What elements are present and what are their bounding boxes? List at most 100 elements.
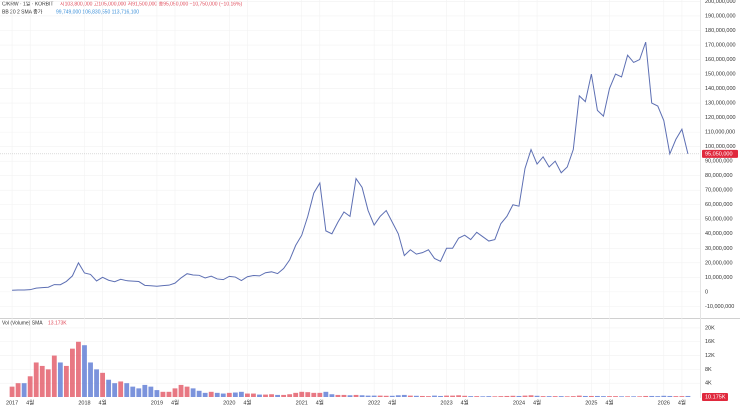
volume-bar bbox=[172, 388, 178, 397]
volume-bar bbox=[522, 395, 528, 397]
volume-bar bbox=[154, 390, 160, 397]
volume-bar bbox=[15, 383, 21, 397]
volume-bar bbox=[281, 394, 287, 397]
volume-bar bbox=[601, 396, 606, 397]
volume-bar bbox=[160, 391, 166, 397]
volume-bar bbox=[667, 395, 673, 397]
volume-bar bbox=[613, 396, 618, 397]
x-tick-label: 2019 bbox=[151, 400, 163, 406]
volume-bar bbox=[39, 365, 45, 397]
volume-bar bbox=[546, 396, 552, 397]
volume-bar bbox=[383, 395, 389, 397]
y-tick-label: 140,000,000 bbox=[705, 86, 736, 92]
volume-bar bbox=[21, 383, 27, 397]
ohlc: 시103,800,000 고105,000,000 저91,500,000 종9… bbox=[60, 0, 242, 7]
x-tick-label: 2023 bbox=[440, 400, 452, 406]
volume-bar bbox=[480, 396, 486, 397]
volume-bar bbox=[88, 362, 93, 397]
volume-bar bbox=[347, 395, 353, 397]
volume-bar bbox=[142, 384, 148, 397]
volume-bar bbox=[395, 395, 401, 397]
volume-bar bbox=[269, 394, 274, 397]
volume-bar bbox=[486, 396, 492, 397]
last-price-label: 95,050,000 bbox=[705, 151, 733, 157]
y-tick-label: 0 bbox=[705, 289, 708, 295]
volume-bar bbox=[582, 395, 588, 397]
volume-bar bbox=[202, 392, 208, 397]
volume-bar bbox=[293, 392, 299, 397]
volume-bar bbox=[57, 362, 63, 397]
volume-bar bbox=[619, 396, 624, 397]
volume-bar bbox=[474, 396, 480, 397]
volume-bar bbox=[287, 394, 293, 397]
volume-bar bbox=[190, 388, 196, 397]
y-tick-label: 90,000,000 bbox=[705, 159, 733, 165]
volume-bar bbox=[558, 396, 564, 397]
y-tick-label: 8K bbox=[705, 367, 712, 373]
volume-bar bbox=[329, 394, 335, 397]
volume-bar bbox=[625, 396, 630, 397]
volume-bar bbox=[564, 396, 570, 397]
volume-sma: 13.173K bbox=[48, 320, 67, 326]
x-tick-label: 4월 bbox=[171, 398, 179, 406]
volume-bar bbox=[251, 393, 256, 397]
volume-label: Vol (Volume) SMA bbox=[2, 320, 43, 326]
volume-bar bbox=[456, 395, 462, 397]
indicator-values: 99,749,000 106,830,550 113,716,100 bbox=[56, 9, 139, 15]
volume-bar bbox=[100, 372, 105, 397]
y-tick-label: 200,000,000 bbox=[705, 0, 736, 5]
volume-bar bbox=[226, 392, 232, 397]
x-tick-label: 4월 bbox=[388, 398, 396, 406]
volume-bar bbox=[263, 394, 268, 397]
volume-bar bbox=[516, 395, 522, 397]
volume-bar bbox=[528, 395, 534, 397]
volume-bar bbox=[178, 384, 184, 397]
volume-bar bbox=[257, 394, 262, 397]
volume-bar bbox=[335, 394, 341, 397]
x-tick-label: 2025 bbox=[585, 400, 597, 406]
y-tick-label: 70,000,000 bbox=[705, 188, 733, 194]
x-tick-label: 2026 bbox=[658, 400, 670, 406]
volume-bar bbox=[63, 365, 69, 397]
volume-bar bbox=[311, 392, 317, 397]
volume-bar bbox=[462, 395, 468, 397]
volume-bar bbox=[124, 383, 130, 397]
volume-bar bbox=[498, 396, 504, 397]
volume-bar bbox=[106, 379, 112, 397]
volume-bar bbox=[130, 386, 136, 397]
volume-bar bbox=[655, 396, 661, 397]
volume-bar bbox=[33, 362, 39, 397]
volume-bar bbox=[214, 392, 220, 397]
volume-bar bbox=[401, 394, 407, 397]
volume-bar bbox=[70, 348, 75, 397]
y-tick-label: 100,000,000 bbox=[705, 144, 736, 150]
x-tick-label: 2017 bbox=[6, 400, 18, 406]
volume-bar bbox=[184, 386, 190, 397]
volume-bar bbox=[643, 395, 649, 397]
volume-bar bbox=[118, 381, 124, 397]
volume-bar bbox=[377, 395, 383, 397]
y-tick-label: 110,000,000 bbox=[705, 130, 735, 136]
volume-bar bbox=[570, 396, 576, 397]
y-tick-label: 30,000,000 bbox=[705, 246, 733, 252]
x-tick-label: 4월 bbox=[605, 398, 613, 406]
y-tick-label: 160,000,000 bbox=[705, 57, 736, 63]
volume-bar bbox=[299, 391, 305, 397]
x-tick-label: 2020 bbox=[223, 400, 235, 406]
volume-bar bbox=[238, 391, 244, 397]
volume-bar bbox=[432, 395, 437, 397]
volume-bar bbox=[444, 395, 449, 397]
volume-bar bbox=[232, 392, 238, 397]
volume-bar bbox=[679, 396, 685, 397]
volume-bar bbox=[45, 369, 51, 397]
volume-bar bbox=[148, 386, 154, 397]
volume-bar bbox=[631, 396, 637, 397]
y-tick-label: 20,000,000 bbox=[705, 260, 733, 266]
volume-bar bbox=[649, 395, 655, 397]
symbol: C/KRW · 1일 · KORBIT bbox=[2, 0, 53, 7]
volume-bar bbox=[275, 394, 280, 397]
last-volume-box bbox=[702, 393, 728, 401]
volume-bar bbox=[661, 395, 667, 397]
volume-bar bbox=[407, 395, 413, 397]
